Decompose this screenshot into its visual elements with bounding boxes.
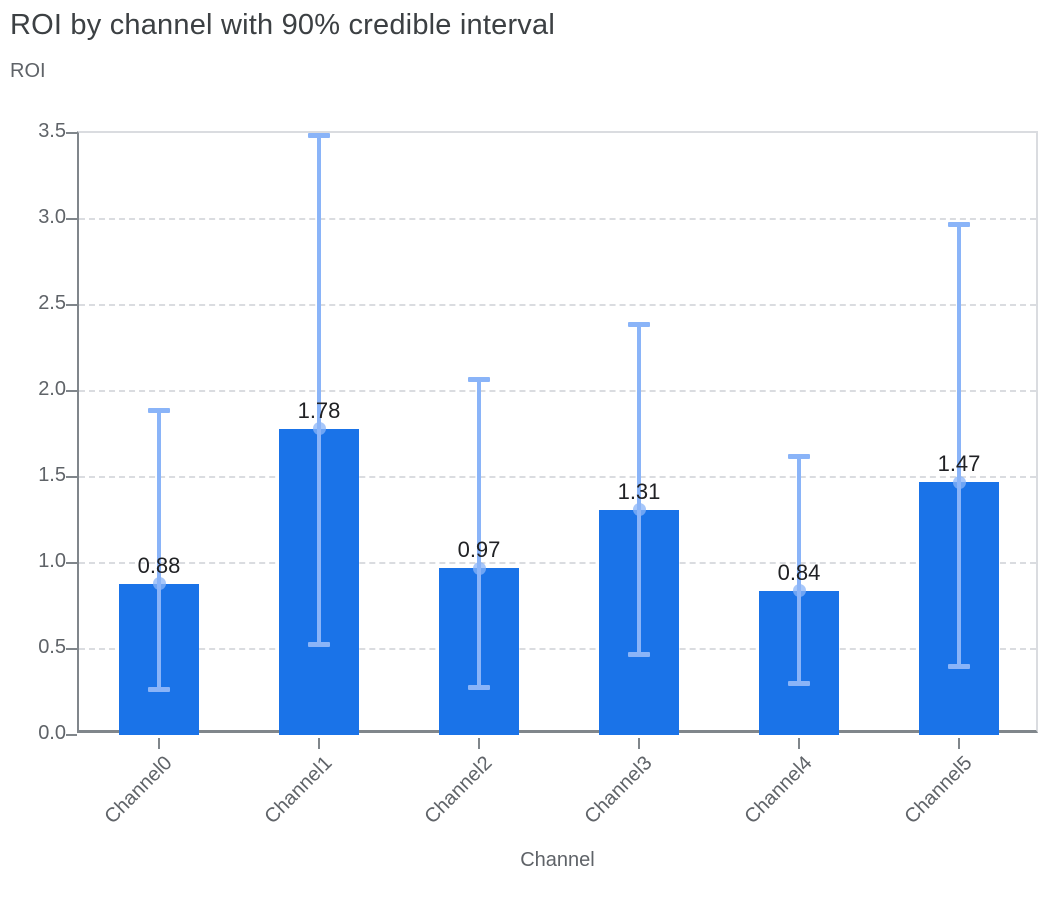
error-bar-channel1 [317,134,321,644]
x-tick-mark-channel2 [478,738,480,749]
y-tick-mark-2.5 [66,304,77,306]
value-label-channel5: 1.47 [937,451,981,477]
y-tick-mark-3.0 [66,218,77,220]
error-bar-cap-upper-channel4 [788,454,810,460]
y-tick-label-2.5: 2.5 [38,292,66,314]
y-tick-mark-0.5 [66,648,77,650]
mean-marker-channel4 [792,584,806,598]
gridline-2.0 [79,390,1036,392]
x-tick-mark-channel5 [958,738,960,749]
gridline-2.5 [79,304,1036,306]
error-bar-cap-upper-channel3 [628,321,650,327]
error-bar-channel5 [957,224,961,667]
value-label-channel0: 0.88 [137,552,181,578]
y-tick-label-3.5: 3.5 [38,120,66,142]
x-tick-label-channel5[interactable]: Channel5 [900,752,977,829]
y-tick-label-0.0: 0.0 [38,722,66,744]
x-tick-label-channel3[interactable]: Channel3 [580,752,657,829]
gridline-3.0 [79,218,1036,220]
x-tick-mark-channel3 [638,738,640,749]
error-bar-cap-upper-channel5 [948,222,970,228]
error-bar-cap-lower-channel4 [788,681,810,687]
value-label-channel1: 1.78 [297,397,341,423]
error-bar-cap-lower-channel5 [948,664,970,670]
error-bar-cap-lower-channel1 [308,641,330,647]
y-tick-label-0.5: 0.5 [38,636,66,658]
mean-marker-channel5 [952,475,966,489]
x-tick-label-channel0[interactable]: Channel0 [100,752,177,829]
y-tick-label-2.0: 2.0 [38,378,66,400]
error-bar-cap-upper-channel0 [148,407,170,413]
mean-marker-channel2 [472,561,486,575]
x-tick-mark-channel0 [158,738,160,749]
error-bar-channel0 [157,409,161,689]
x-tick-mark-channel1 [318,738,320,749]
x-axis-title: Channel [520,849,595,871]
error-bar-cap-upper-channel1 [308,132,330,138]
error-bar-channel3 [637,323,641,655]
error-bar-channel4 [797,456,801,684]
y-axis-title: ROI [10,60,46,82]
mean-marker-channel0 [152,577,166,591]
gridline-0.5 [79,648,1036,650]
error-bar-cap-lower-channel0 [148,686,170,692]
gridline-1.0 [79,562,1036,564]
mean-marker-channel1 [312,422,326,436]
gridline-1.5 [79,476,1036,478]
error-bar-channel2 [477,378,481,687]
chart-title: ROI by channel with 90% credible interva… [10,9,555,41]
y-tick-label-1.0: 1.0 [38,550,66,572]
x-tick-label-channel1[interactable]: Channel1 [260,752,337,829]
roi-chart-page: ROI by channel with 90% credible interva… [10,9,1038,871]
y-tick-mark-0.0 [66,734,77,736]
error-bar-cap-lower-channel3 [628,652,650,658]
value-label-channel2: 0.97 [457,537,501,563]
x-tick-label-channel2[interactable]: Channel2 [420,752,497,829]
y-tick-mark-3.5 [66,132,77,134]
y-tick-label-1.5: 1.5 [38,464,66,486]
error-bar-cap-upper-channel2 [468,376,490,382]
mean-marker-channel3 [632,503,646,517]
error-bar-cap-lower-channel2 [468,684,490,690]
x-tick-label-channel4[interactable]: Channel4 [740,752,817,829]
y-tick-mark-1.0 [66,562,77,564]
y-tick-mark-1.5 [66,476,77,478]
y-tick-label-3.0: 3.0 [38,206,66,228]
y-tick-mark-2.0 [66,390,77,392]
x-tick-mark-channel4 [798,738,800,749]
value-label-channel4: 0.84 [777,559,821,585]
value-label-channel3: 1.31 [617,478,661,504]
plot-area: 0.88 1.78 0.97 1.31 0.84 1.47 [66,131,1038,749]
